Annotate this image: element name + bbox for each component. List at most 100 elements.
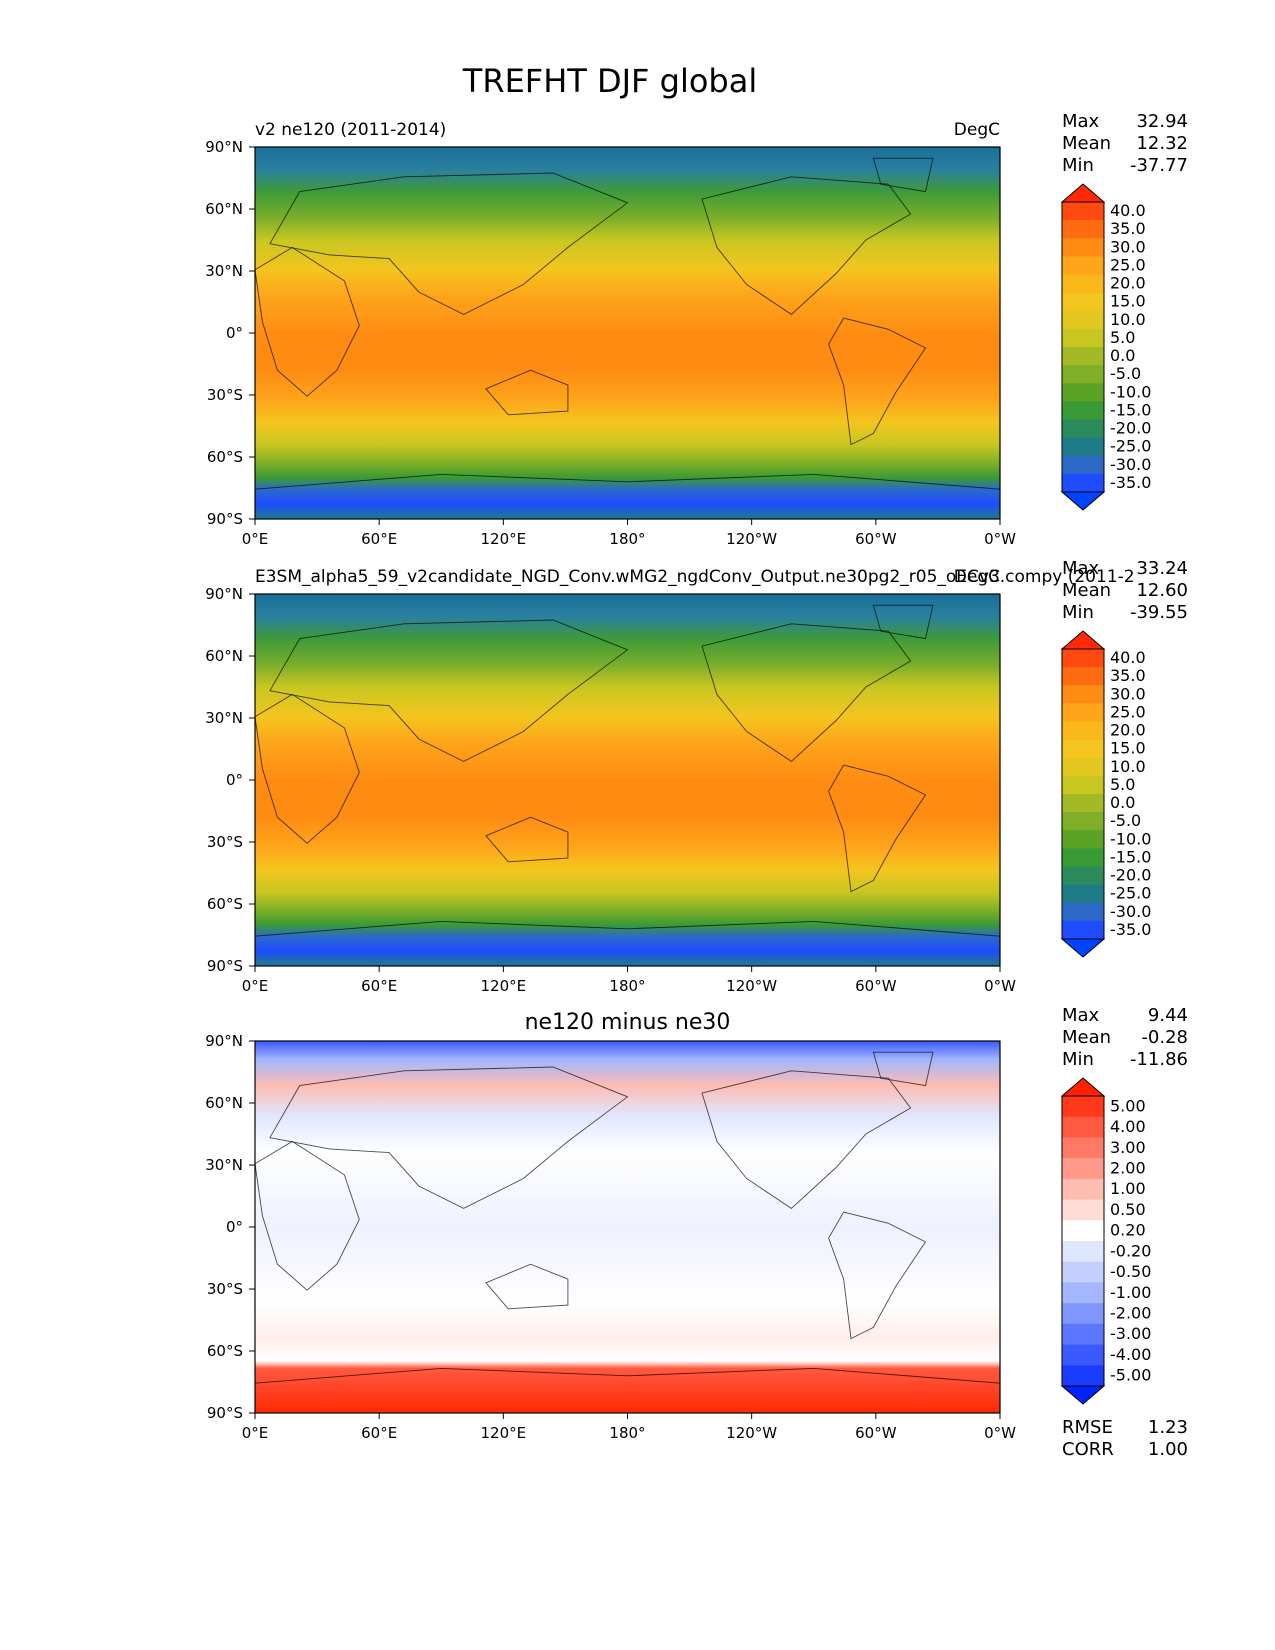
colorbar-segment [1062,274,1104,294]
coastline-6 [828,1211,927,1340]
colorbar-segment [1062,328,1104,348]
colorbar-frame [1061,648,1105,940]
colorbar-segment [1062,365,1104,384]
map-panel-1: v2 ne120 (2011-2014) DegC 0°E 60°E 120°E 180°… [205,111,1188,548]
colorbar-tick-label: 10.0 [1110,310,1146,329]
colorbar-tick-label: 3.00 [1110,1138,1146,1157]
colorbar-tick-label: -30.0 [1110,902,1151,921]
y-tick-label: 60°N [205,647,243,665]
stat-label: Min [1062,155,1094,176]
colorbar-segment [1062,649,1104,668]
colorbar-segment [1062,202,1104,221]
colorbar-tick-label: 1.00 [1110,1179,1146,1198]
colorbar-tick-label: 40.0 [1110,648,1146,667]
colorbar-tick-label: -3.00 [1110,1324,1151,1343]
colorbar-segment [1062,703,1104,722]
colorbar-tick-label: 0.20 [1110,1221,1146,1240]
bottom-stat-value: 1.23 [1148,1417,1188,1438]
coastline-4 [701,1070,912,1209]
colorbar-tick-label: 25.0 [1110,702,1146,721]
stat-label: Max [1062,1005,1100,1026]
x-tick-label: 0°W [984,530,1016,548]
colorbar-segment [1062,1096,1104,1118]
y-tick-label: 60°N [205,1094,243,1112]
stat-label: Min [1062,602,1094,623]
x-tick-label: 120°W [726,977,777,995]
bottom-stat-label: RMSE [1062,1417,1113,1438]
colorbar-tick-label: 2.00 [1110,1159,1146,1178]
colorbar-tick-label: 35.0 [1110,219,1146,238]
panel-title-left: E3SM_alpha5_59_v2candidate_NGD_Conv.wMG2… [255,567,1135,587]
colorbar-segment [1062,1282,1104,1304]
coastline-5 [872,157,934,193]
x-tick-label: 120°W [726,530,777,548]
colorbar-segment [1062,437,1104,457]
x-tick-label: 180° [609,1424,645,1442]
colorbar-tick-label: -15.0 [1110,400,1151,419]
colorbar-segment [1062,1178,1104,1201]
y-tick-label: 0° [226,771,243,789]
colorbar-segment [1062,1344,1104,1366]
colorbar-extend-max [1060,630,1106,650]
x-tick-label: 120°E [481,530,527,548]
coastline-1 [254,246,360,397]
stat-value: 32.94 [1136,111,1188,132]
stat-label: Mean [1062,580,1111,601]
colorbar-segment [1062,238,1104,257]
coastline-4 [701,623,912,762]
y-tick-label: 60°S [207,895,243,913]
colorbar-segment [1062,310,1104,330]
colorbar-segment [1062,1365,1104,1387]
colorbar-extend-max [1060,183,1106,203]
colorbar-segment [1062,1158,1104,1180]
colorbar-segment [1062,685,1104,704]
coastline-4 [701,176,912,315]
x-tick-label: 60°E [361,977,397,995]
colorbar-tick-label: -25.0 [1110,437,1151,456]
colorbar-extend-min [1060,1385,1106,1405]
colorbar-tick-label: -35.0 [1110,920,1151,939]
stat-value: 9.44 [1148,1005,1188,1026]
colorbar-segment [1062,1116,1104,1138]
colorbar-extend-max [1060,1077,1106,1097]
colorbar-tick-label: 5.00 [1110,1096,1146,1115]
stat-label: Mean [1062,1027,1111,1048]
panel-title-left: v2 ne120 (2011-2014) [255,120,446,140]
y-tick-label: 30°S [207,386,243,404]
colorbar-segment [1062,739,1104,759]
colorbar-tick-label: 35.0 [1110,666,1146,685]
stat-label: Min [1062,1049,1094,1070]
colorbar-tick-label: -5.0 [1110,811,1141,830]
colorbar-segment [1062,1261,1104,1283]
coastline-5 [872,1051,934,1087]
colorbar-tick-label: 4.00 [1110,1117,1146,1136]
colorbar-tick-label: 30.0 [1110,237,1146,256]
colorbar-segment [1062,920,1104,940]
coastline-1 [254,1140,360,1291]
colorbar-tick-label: 0.50 [1110,1200,1146,1219]
coastline-3 [485,816,569,863]
map-field [255,594,1000,966]
colorbar-tick-label: -0.50 [1110,1262,1151,1281]
colorbar-segment [1062,401,1104,420]
panel-units: DegC [954,120,1000,140]
colorbar-segment [1062,1199,1104,1221]
stat-value: -39.55 [1130,602,1188,623]
x-tick-label: 180° [609,530,645,548]
colorbar-tick-label: -5.0 [1110,364,1141,383]
x-tick-label: 60°W [855,1424,897,1442]
x-tick-label: 120°W [726,1424,777,1442]
colorbar-segment [1062,667,1104,686]
x-tick-label: 120°E [481,1424,527,1442]
coastline-5 [872,604,934,640]
coastline-2 [269,172,629,315]
x-tick-label: 60°W [855,530,897,548]
x-tick-label: 60°W [855,977,897,995]
colorbar-tick-label: 30.0 [1110,684,1146,703]
colorbar-tick-label: -4.00 [1110,1345,1151,1364]
coastline-3 [485,369,569,416]
colorbar-segment [1062,812,1104,831]
colorbar-tick-label: 0.0 [1110,346,1135,365]
colorbar-tick-label: -30.0 [1110,455,1151,474]
x-tick-label: 180° [609,977,645,995]
